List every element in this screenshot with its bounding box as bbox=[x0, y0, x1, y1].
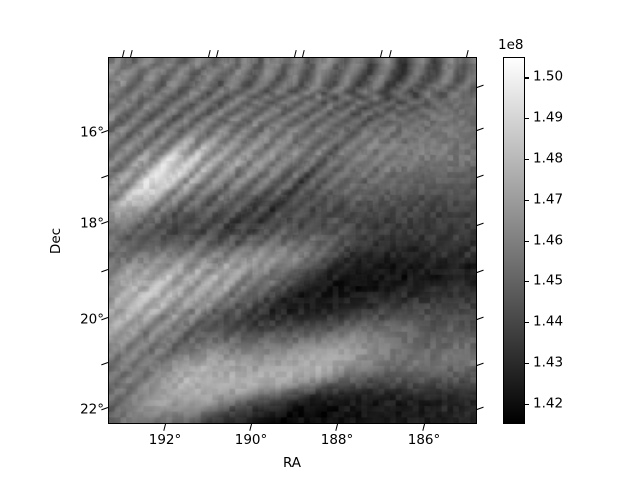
y-tick-right bbox=[476, 362, 484, 366]
colorbar-tick-label: 1.45 bbox=[533, 272, 564, 289]
x-axis-label: RA bbox=[282, 455, 302, 471]
colorbar-offset-text: 1e8 bbox=[498, 37, 524, 53]
colorbar-tick-label: 1.46 bbox=[533, 231, 564, 248]
x-tick-label: 186° bbox=[407, 432, 441, 448]
colorbar-tick bbox=[525, 362, 529, 365]
x-tick-label: 188° bbox=[320, 432, 354, 448]
sky-map-axes[interactable] bbox=[108, 57, 477, 424]
colorbar-tick-label: 1.44 bbox=[533, 313, 564, 330]
colorbar-tick-label: 1.49 bbox=[533, 109, 564, 126]
colorbar-tick-label: 1.42 bbox=[533, 394, 564, 411]
colorbar-tick-label: 1.48 bbox=[533, 150, 564, 167]
colorbar-tick-label: 1.47 bbox=[533, 190, 564, 207]
y-tick-right bbox=[476, 316, 484, 320]
y-axis-label: Dec bbox=[48, 227, 64, 255]
y-tick-label: 18° bbox=[80, 215, 104, 232]
colorbar[interactable] bbox=[503, 57, 525, 424]
colorbar-tick-label: 1.43 bbox=[533, 354, 564, 371]
colorbar-tick bbox=[525, 199, 529, 201]
y-tick-right bbox=[476, 406, 484, 410]
y-tick-right bbox=[476, 269, 484, 273]
x-tick-label: 190° bbox=[234, 432, 268, 448]
y-tick-label: 16° bbox=[80, 124, 104, 141]
x-tick-label: 192° bbox=[148, 432, 182, 448]
colorbar-tick bbox=[525, 403, 529, 405]
colorbar-tick bbox=[525, 281, 529, 283]
y-tick-right bbox=[476, 127, 484, 131]
x-tick-bottom bbox=[249, 423, 253, 431]
colorbar-tick bbox=[525, 240, 529, 242]
x-tick-bottom bbox=[335, 423, 339, 431]
colorbar-tick bbox=[525, 158, 529, 161]
y-tick-right bbox=[476, 222, 484, 226]
heatmap-image bbox=[109, 58, 476, 423]
y-tick-label: 22° bbox=[80, 401, 104, 418]
y-tick-label: 20° bbox=[80, 311, 104, 328]
colorbar-tick-label: 1.50 bbox=[533, 68, 564, 85]
y-tick-right bbox=[476, 174, 484, 178]
x-tick-bottom bbox=[422, 423, 426, 431]
colorbar-tick bbox=[525, 322, 529, 324]
x-tick-bottom bbox=[163, 423, 167, 431]
colorbar-tick bbox=[525, 118, 529, 120]
y-tick-right bbox=[476, 84, 484, 88]
colorbar-tick bbox=[525, 77, 529, 79]
